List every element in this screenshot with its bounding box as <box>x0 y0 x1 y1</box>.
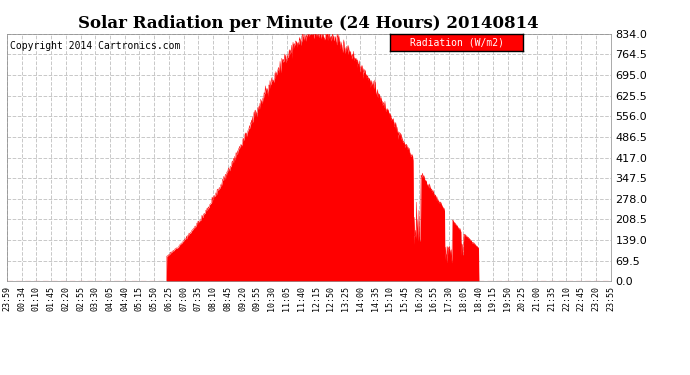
Text: Copyright 2014 Cartronics.com: Copyright 2014 Cartronics.com <box>10 41 180 51</box>
Title: Solar Radiation per Minute (24 Hours) 20140814: Solar Radiation per Minute (24 Hours) 20… <box>79 15 539 32</box>
